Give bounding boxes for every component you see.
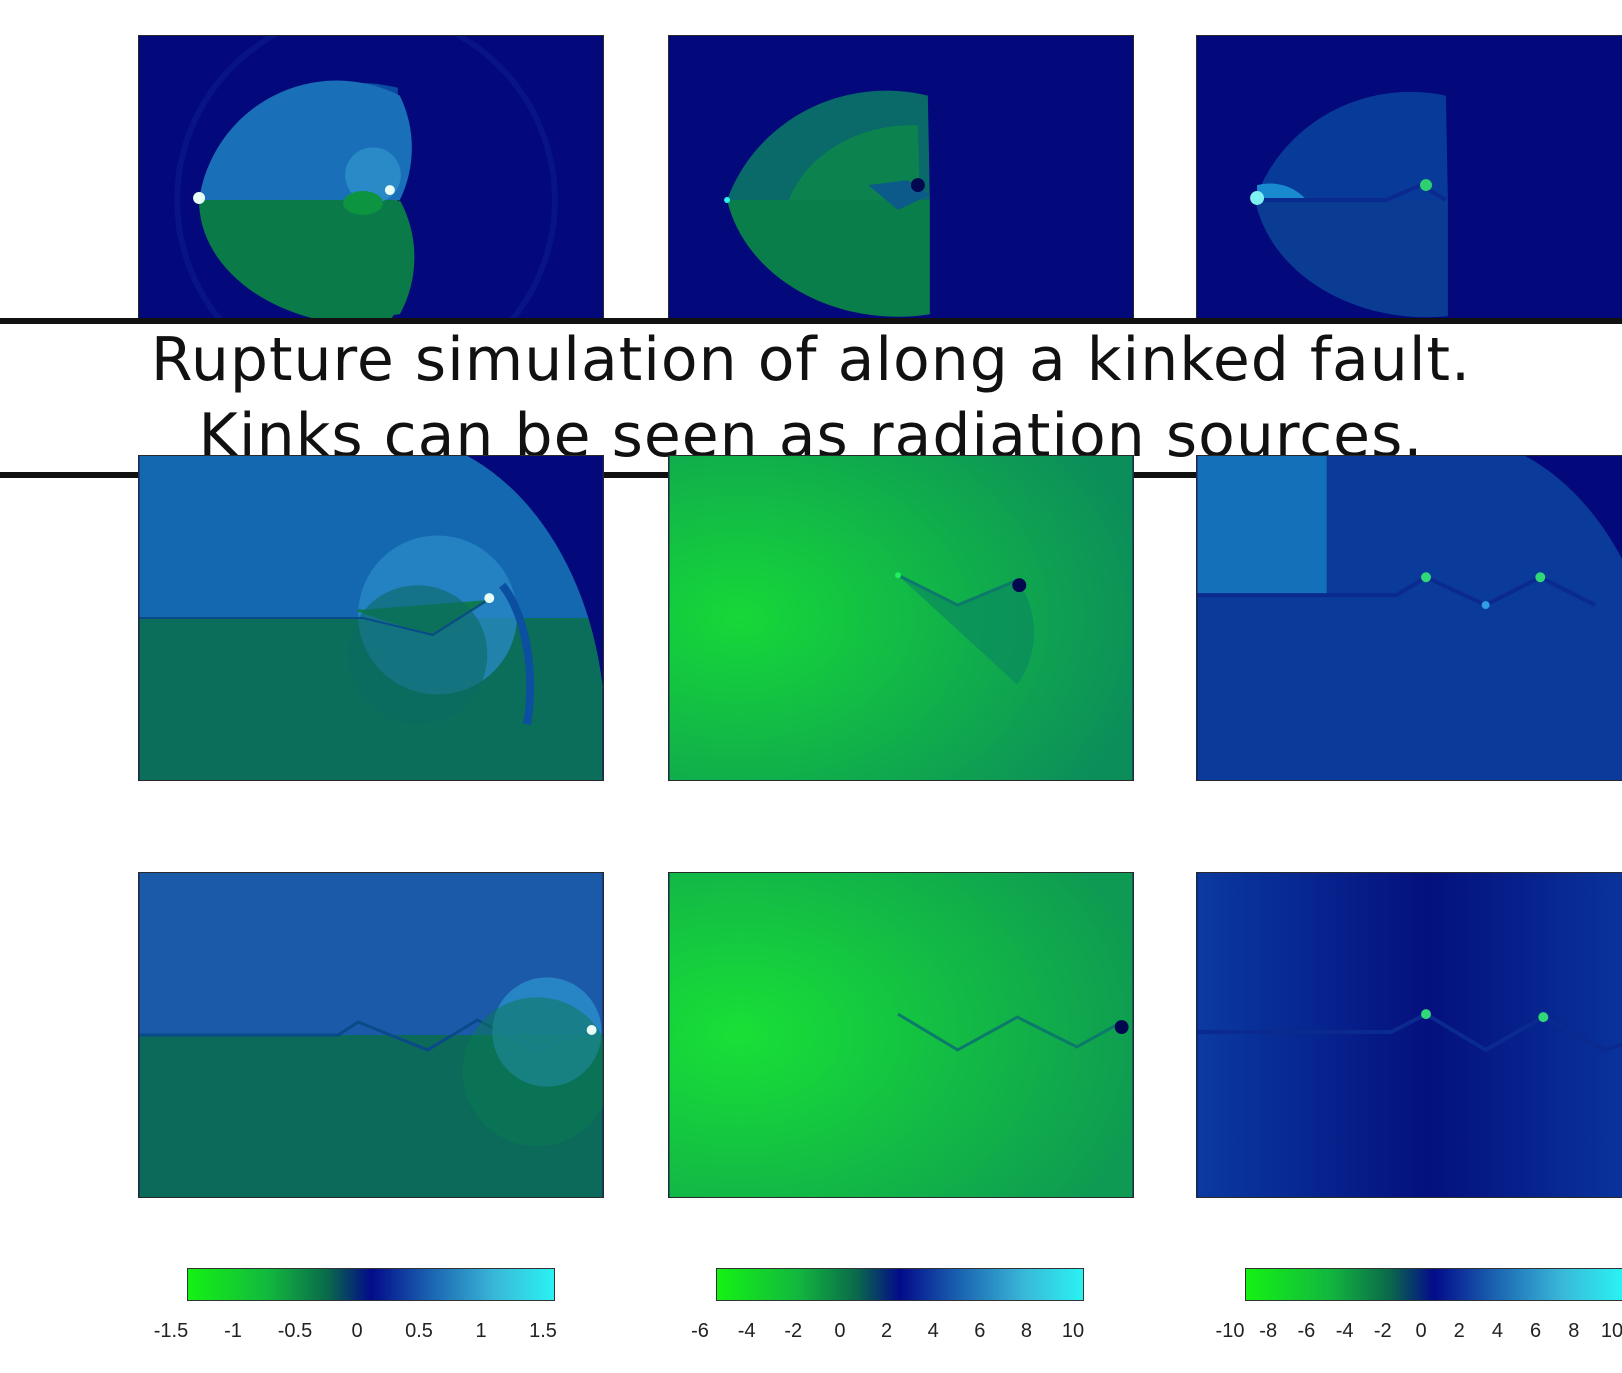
colorbar-3 — [1245, 1268, 1622, 1301]
colorbar-1-tick: 1 — [475, 1320, 487, 1342]
panel-r2-c2 — [668, 455, 1134, 781]
colorbar-2-tick: -2 — [784, 1320, 803, 1342]
field-plot-r1-c1 — [139, 36, 603, 360]
panel-r3-c2 — [668, 872, 1134, 1198]
colorbar-3-tick: 0 — [1415, 1320, 1427, 1342]
colorbar-3-ticks: -10 -8 -6 -4 -2 0 2 4 6 8 10 — [1216, 1320, 1622, 1350]
colorbar-3-tick: -8 — [1259, 1320, 1278, 1342]
colorbar-2-tick: 10 — [1061, 1320, 1085, 1342]
colorbar-2 — [716, 1268, 1084, 1301]
colorbar-1-ticks: -1.5 -1 -0.5 0 0.5 1 1.5 — [154, 1320, 557, 1350]
colorbar-3-tick: 4 — [1491, 1320, 1503, 1342]
colorbar-2-tick: 4 — [927, 1320, 939, 1342]
colorbar-2-tick: -4 — [737, 1320, 756, 1342]
colorbar-3-tick: 2 — [1453, 1320, 1465, 1342]
field-plot-r2-c3 — [1197, 456, 1622, 780]
panel-r1-c2 — [668, 35, 1134, 361]
field-plot-r3-c2 — [669, 873, 1133, 1197]
colorbar-1-tick: 1.5 — [529, 1320, 557, 1342]
field-plot-r1-c3 — [1197, 36, 1622, 360]
field-plot-r1-c2 — [669, 36, 1133, 360]
panel-r2-c1 — [138, 455, 604, 781]
colorbar-2-tick: 0 — [834, 1320, 846, 1342]
field-plot-r2-c1 — [139, 456, 603, 780]
field-plot-r3-c1 — [139, 873, 603, 1197]
colorbar-3-tick: -6 — [1297, 1320, 1316, 1342]
caption-line-1: Rupture simulation of along a kinked fau… — [150, 325, 1472, 395]
colorbar-3-tick: 8 — [1568, 1320, 1580, 1342]
field-plot-r2-c2 — [669, 456, 1133, 780]
panel-r1-c1 — [138, 35, 604, 361]
colorbar-3-tick: 6 — [1530, 1320, 1542, 1342]
colorbar-3-tick: -4 — [1335, 1320, 1354, 1342]
panel-r1-c3 — [1196, 35, 1622, 361]
field-plot-r3-c3 — [1197, 873, 1622, 1197]
caption-band: Rupture simulation of along a kinked fau… — [0, 318, 1622, 478]
colorbar-1-tick: 0 — [351, 1320, 363, 1342]
panel-r2-c3 — [1196, 455, 1622, 781]
colorbar-3-tick: -10 — [1215, 1320, 1245, 1342]
colorbar-1 — [187, 1268, 555, 1301]
colorbar-1-tick: -1 — [224, 1320, 242, 1342]
colorbar-2-ticks: -6 -4 -2 0 2 4 6 8 10 — [691, 1320, 1085, 1350]
panel-r3-c1 — [138, 872, 604, 1198]
colorbar-1-tick: 0.5 — [405, 1320, 433, 1342]
colorbar-2-tick: -6 — [691, 1320, 709, 1342]
colorbar-3-tick: -2 — [1373, 1320, 1392, 1342]
colorbar-2-tick: 2 — [880, 1320, 893, 1342]
colorbar-1-tick: -0.5 — [277, 1320, 313, 1342]
colorbar-3-tick: 10 — [1600, 1320, 1622, 1342]
panel-r3-c3 — [1196, 872, 1622, 1198]
colorbar-1-tick: -1.5 — [153, 1320, 189, 1342]
colorbar-2-tick: 6 — [974, 1320, 986, 1342]
colorbar-2-tick: 8 — [1020, 1320, 1032, 1342]
